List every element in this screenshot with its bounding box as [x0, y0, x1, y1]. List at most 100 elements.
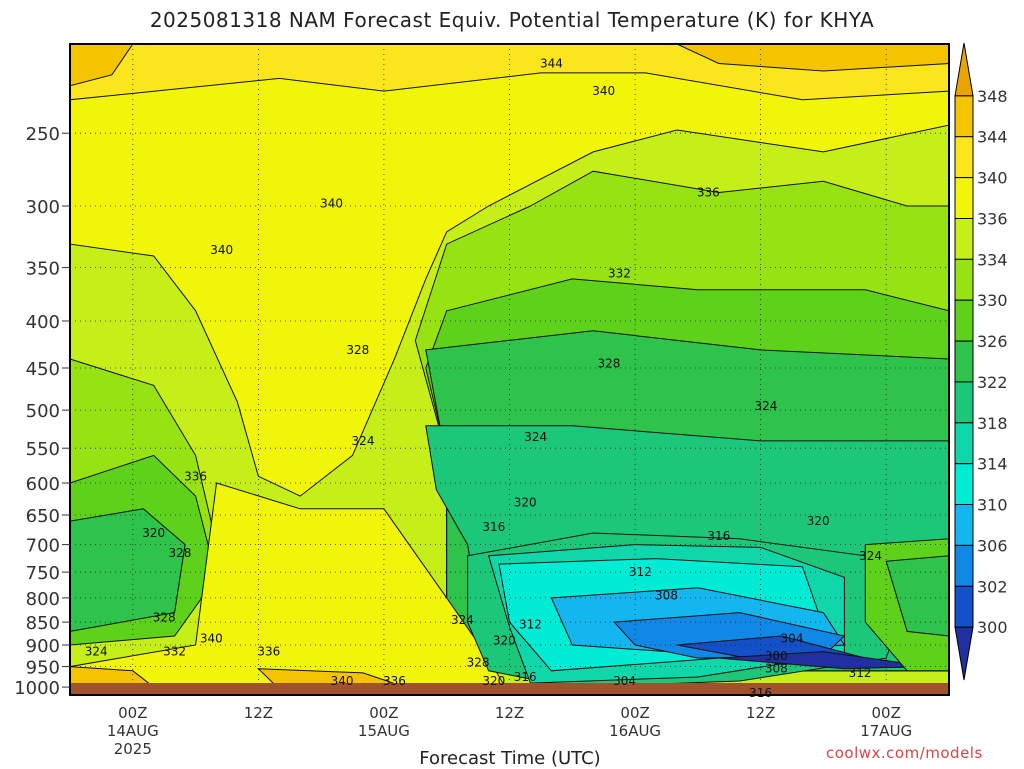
contour-label: 336: [697, 186, 720, 200]
colorbar-label: 322: [977, 373, 1008, 392]
colorbar-label: 336: [977, 210, 1008, 229]
colorbar-label: 318: [977, 414, 1008, 433]
colorbar-label: 306: [977, 536, 1008, 555]
colorbar-swatch: [954, 381, 974, 424]
colorbar-swatch: [954, 463, 974, 506]
colorbar-swatch: [954, 340, 974, 383]
x-tick-label: 00Z: [369, 704, 398, 722]
colorbar-swatch: [954, 422, 974, 465]
y-tick-label: 700: [26, 536, 60, 557]
contour-label: 312: [519, 618, 542, 632]
colorbar-label: 310: [977, 496, 1008, 515]
x-tick-sublabel: 16AUG: [609, 722, 661, 740]
contour-label: 300: [765, 649, 788, 663]
y-tick-label: 850: [26, 613, 60, 634]
x-tick-sublabel: 17AUG: [860, 722, 912, 740]
colorbar-swatch-bottom: [954, 626, 974, 681]
colorbar-label: 314: [977, 455, 1008, 474]
contour-label: 344: [540, 57, 563, 71]
contour-label: 340: [592, 84, 615, 98]
colorbar-swatch: [954, 218, 974, 260]
colorbar-swatch: [954, 136, 974, 179]
colorbar-swatch: [954, 585, 974, 628]
y-tick-label: 500: [26, 401, 60, 422]
contour-label: 320: [514, 496, 537, 510]
y-tick-label: 800: [26, 589, 60, 610]
theta-region-lowwarm: [69, 482, 511, 696]
y-tick-label: 250: [26, 124, 60, 145]
contour-label: 324: [859, 549, 882, 563]
y-tick-label: 900: [26, 636, 60, 657]
colorbar-swatch: [954, 258, 974, 301]
colorbar-swatch: [954, 177, 974, 220]
contour-label: 320: [482, 674, 505, 688]
contour-label: 328: [467, 655, 490, 669]
y-tick-label: 950: [26, 658, 60, 679]
colorbar-label: 340: [977, 169, 1008, 188]
contour-label: 336: [184, 469, 207, 483]
y-tick-label: 450: [26, 359, 60, 380]
contour-label: 316: [749, 686, 772, 700]
contour-label: 332: [163, 645, 186, 659]
colorbar-swatch: [954, 95, 974, 138]
y-tick-label: 350: [26, 259, 60, 280]
contour-label: 328: [153, 610, 176, 624]
contour-label: 304: [613, 674, 636, 688]
contour-label: 316: [514, 670, 537, 684]
colorbar-label: 326: [977, 332, 1008, 351]
chart-title: 2025081318 NAM Forecast Equiv. Potential…: [149, 8, 875, 32]
credit-text: coolwx.com/models: [826, 744, 983, 762]
x-tick-label: 00Z: [118, 704, 147, 722]
colorbar-label: 348: [977, 87, 1008, 106]
contour-label: 304: [781, 631, 804, 645]
x-axis-label: Forecast Time (UTC): [419, 748, 601, 769]
contour-label: 308: [765, 662, 788, 676]
contour-label: 324: [451, 613, 474, 627]
contour-label: 328: [597, 357, 620, 371]
contour-label: 308: [655, 588, 678, 602]
x-tick-sublabel-year: 2025: [114, 740, 152, 758]
colorbar-swatch: [954, 504, 974, 546]
y-tick-label: 1000: [14, 678, 60, 699]
contour-label: 332: [608, 266, 631, 280]
colorbar-label: 330: [977, 291, 1008, 310]
colorbar-label: 334: [977, 250, 1008, 269]
contour-label: 316: [707, 529, 730, 543]
x-tick-label: 12Z: [495, 704, 524, 722]
contour-label: 316: [482, 520, 505, 534]
y-tick-label: 400: [26, 312, 60, 333]
contour-label: 324: [352, 434, 375, 448]
x-tick-label: 00Z: [620, 704, 649, 722]
contour-label: 340: [331, 674, 354, 688]
contour-label: 336: [383, 674, 406, 688]
x-tick-sublabel: 14AUG: [107, 722, 159, 740]
contour-label: 312: [849, 666, 872, 680]
ground-strip: [70, 683, 949, 695]
colorbar-swatch-top: [954, 42, 974, 97]
contour-label: 312: [629, 565, 652, 579]
x-tick-label: 00Z: [872, 704, 901, 722]
y-tick-label: 600: [26, 474, 60, 495]
contour-label: 340: [210, 243, 233, 257]
colorbar-label: 302: [977, 577, 1008, 596]
contour-label: 324: [524, 430, 547, 444]
colorbar-swatch: [954, 544, 974, 587]
y-tick-label: 750: [26, 563, 60, 584]
contour-label: 336: [257, 645, 280, 659]
colorbar-label: 344: [977, 128, 1008, 147]
colorbar-label: 300: [977, 618, 1008, 637]
plot-frame: [69, 43, 950, 696]
y-tick-label: 650: [26, 506, 60, 527]
contour-label: 324: [85, 645, 108, 659]
contour-label: 320: [142, 526, 165, 540]
contour-label: 328: [168, 546, 191, 560]
contour-label: 340: [320, 196, 343, 210]
x-tick-label: 12Z: [746, 704, 775, 722]
contour-label: 320: [807, 514, 830, 528]
contour-label: 324: [754, 399, 777, 413]
contour-label: 328: [346, 343, 369, 357]
colorbar-swatch: [954, 299, 974, 342]
theta-region-upper-yellow: [69, 43, 950, 497]
x-tick-label: 12Z: [244, 704, 273, 722]
